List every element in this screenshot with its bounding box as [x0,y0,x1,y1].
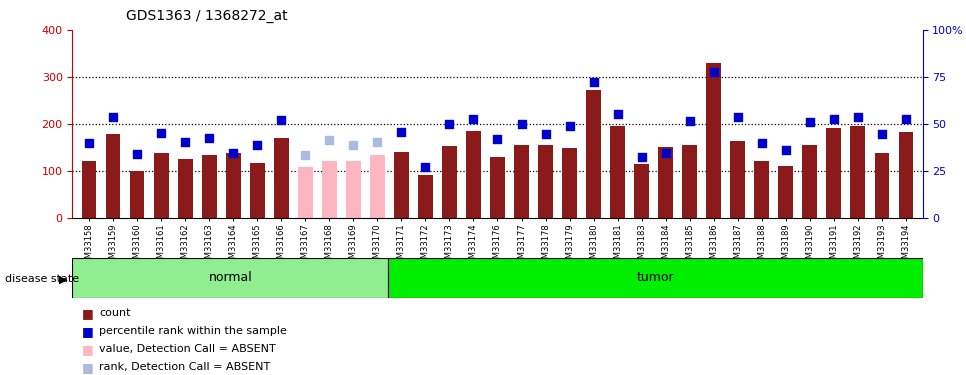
Text: ■: ■ [82,343,94,355]
Bar [388,258,923,298]
Point [634,154,649,160]
Point [778,147,793,153]
Bar [514,145,528,218]
Bar [418,176,433,217]
Text: ■: ■ [82,325,94,338]
Point [610,111,625,117]
Point [490,136,505,142]
Point [417,164,433,170]
Bar [323,161,336,218]
Point [226,150,242,156]
Bar [706,63,721,217]
Point [178,139,193,145]
Bar [538,145,553,218]
Bar [130,171,145,217]
Bar [155,153,168,218]
Bar [635,164,649,218]
Bar [611,126,625,218]
Point [658,150,673,156]
Bar [730,141,745,218]
Text: tumor: tumor [637,272,674,284]
Point [154,130,169,136]
Point [202,135,217,141]
Point [514,121,529,127]
Bar [562,148,577,217]
Bar [298,167,313,217]
Point [370,139,385,145]
Point [802,119,817,125]
Text: rank, Detection Call = ABSENT: rank, Detection Call = ABSENT [99,362,270,372]
Text: GDS1363 / 1368272_at: GDS1363 / 1368272_at [126,9,287,23]
Point [874,131,890,137]
Bar [898,132,913,218]
Text: percentile rank within the sample: percentile rank within the sample [99,326,287,336]
Text: normal: normal [209,272,252,284]
Bar [659,147,672,218]
Bar [72,258,388,298]
Bar [442,146,457,218]
Point [273,117,289,123]
Bar [874,153,889,218]
Bar [394,152,409,217]
Point [585,79,601,85]
Text: value, Detection Call = ABSENT: value, Detection Call = ABSENT [99,344,276,354]
Point [466,116,481,122]
Point [730,114,746,120]
Point [682,118,697,124]
Point [129,151,145,157]
Bar [850,126,865,218]
Text: ■: ■ [82,307,94,320]
Point [538,131,554,137]
Bar [178,159,192,218]
Point [81,140,97,146]
Bar [202,155,216,218]
Text: ■: ■ [82,361,94,374]
Bar [106,134,121,218]
Bar [250,163,265,218]
Bar [346,161,360,218]
Point [826,116,841,122]
Point [562,123,578,129]
Point [394,129,410,135]
Bar [274,138,289,218]
Bar [467,131,481,218]
Point [105,114,121,120]
Point [753,141,769,147]
Bar [226,153,241,218]
Bar [803,145,817,218]
Text: disease state: disease state [5,274,79,284]
Bar [370,155,384,218]
Text: ▶: ▶ [59,274,68,284]
Point [322,137,337,143]
Point [441,121,457,127]
Bar [827,128,840,217]
Point [298,152,313,158]
Bar [82,161,97,218]
Bar [491,157,504,218]
Point [898,116,914,122]
Point [249,142,265,148]
Bar [586,90,601,218]
Point [346,142,361,148]
Bar [779,166,793,218]
Text: count: count [99,308,131,318]
Bar [682,145,696,218]
Point [850,114,866,120]
Point [706,69,722,75]
Bar [754,161,769,218]
